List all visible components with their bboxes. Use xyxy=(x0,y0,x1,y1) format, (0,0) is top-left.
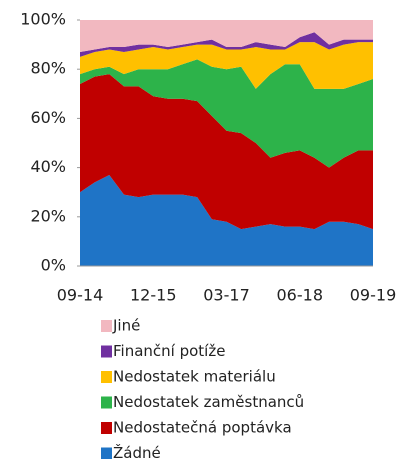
x-tick-label: 09-14 xyxy=(57,286,104,305)
x-tick-label: 03-17 xyxy=(203,286,250,305)
legend-swatch xyxy=(101,345,112,358)
legend-swatch xyxy=(101,447,112,459)
legend-swatch xyxy=(101,396,112,409)
legend-swatch xyxy=(101,371,112,383)
y-tick-label: 100% xyxy=(20,10,66,29)
y-tick-label: 60% xyxy=(30,108,66,127)
y-tick-label: 20% xyxy=(30,206,66,225)
area xyxy=(80,32,373,57)
area xyxy=(80,20,373,52)
legend-label: Finanční potíže xyxy=(113,342,225,360)
y-tick-label: 80% xyxy=(30,59,66,78)
area xyxy=(80,59,373,168)
y-tick-label: 0% xyxy=(41,256,66,275)
legend-label: Žádné xyxy=(113,443,161,459)
legend-label: Nedostatek materiálu xyxy=(113,368,276,386)
area xyxy=(80,42,373,89)
legend-swatch xyxy=(101,422,112,434)
x-tick-label: 12-15 xyxy=(130,286,177,305)
x-tick-label: 06-18 xyxy=(277,286,324,305)
area xyxy=(80,174,373,266)
legend-label: Nedostatek zaměstnanců xyxy=(113,393,304,411)
legend-label: Nedostatečná poptávka xyxy=(113,419,292,437)
x-tick-label: 09-19 xyxy=(350,286,397,305)
legend-swatch xyxy=(101,320,112,332)
y-tick-label: 40% xyxy=(30,157,66,176)
legend-label: Jiné xyxy=(112,317,140,335)
area xyxy=(80,74,373,230)
